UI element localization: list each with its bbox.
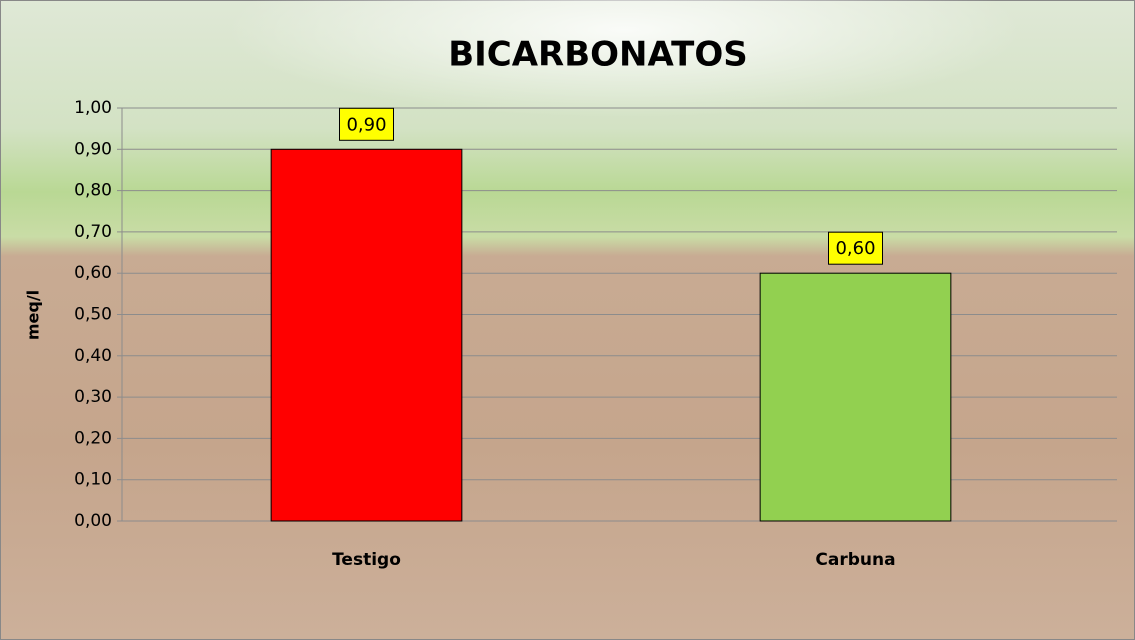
y-tick-label: 0,10 <box>74 470 112 490</box>
y-tick-label: 0,40 <box>74 346 112 366</box>
value-label: 0,90 <box>346 114 386 135</box>
chart: BICARBONATOS meq/l 0,00 0,10 0,20 0,30 0,40 0… <box>0 0 1135 640</box>
y-tick-label: 0,70 <box>74 222 112 242</box>
value-label: 0,60 <box>835 238 875 259</box>
y-tick-label: 0,00 <box>74 511 112 531</box>
y-tick-label: 0,60 <box>74 263 112 283</box>
y-tick-label: 0,80 <box>74 181 112 201</box>
y-tick-label: 0,90 <box>74 139 112 159</box>
y-axis-label: meq/l <box>24 290 43 340</box>
chart-title: BICARBONATOS <box>448 35 748 75</box>
bar <box>760 273 951 521</box>
y-tick-label: 0,50 <box>74 305 112 325</box>
y-tick-label: 0,20 <box>74 428 112 448</box>
y-tick-label: 1,00 <box>74 98 112 118</box>
bar <box>271 149 462 521</box>
x-tick-label: Testigo <box>332 550 401 570</box>
x-tick-label: Carbuna <box>815 550 895 570</box>
y-tick-label: 0,30 <box>74 387 112 407</box>
page: {"chart_data": {"type": "bar", "title": … <box>0 0 1135 640</box>
